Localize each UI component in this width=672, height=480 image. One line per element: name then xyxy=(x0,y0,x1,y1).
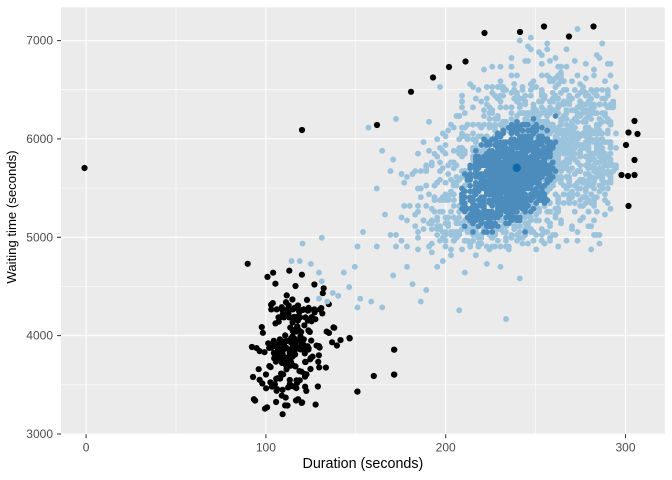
svg-text:5000: 5000 xyxy=(26,230,53,244)
svg-text:3000: 3000 xyxy=(26,427,53,441)
svg-text:0: 0 xyxy=(83,440,90,454)
svg-text:Duration (seconds): Duration (seconds) xyxy=(303,456,424,472)
svg-text:200: 200 xyxy=(436,440,456,454)
svg-text:Waiting time (seconds): Waiting time (seconds) xyxy=(4,150,19,283)
svg-text:100: 100 xyxy=(256,440,276,454)
svg-text:6000: 6000 xyxy=(26,132,53,146)
svg-text:4000: 4000 xyxy=(26,329,53,343)
svg-text:300: 300 xyxy=(615,440,635,454)
svg-text:7000: 7000 xyxy=(26,34,53,48)
